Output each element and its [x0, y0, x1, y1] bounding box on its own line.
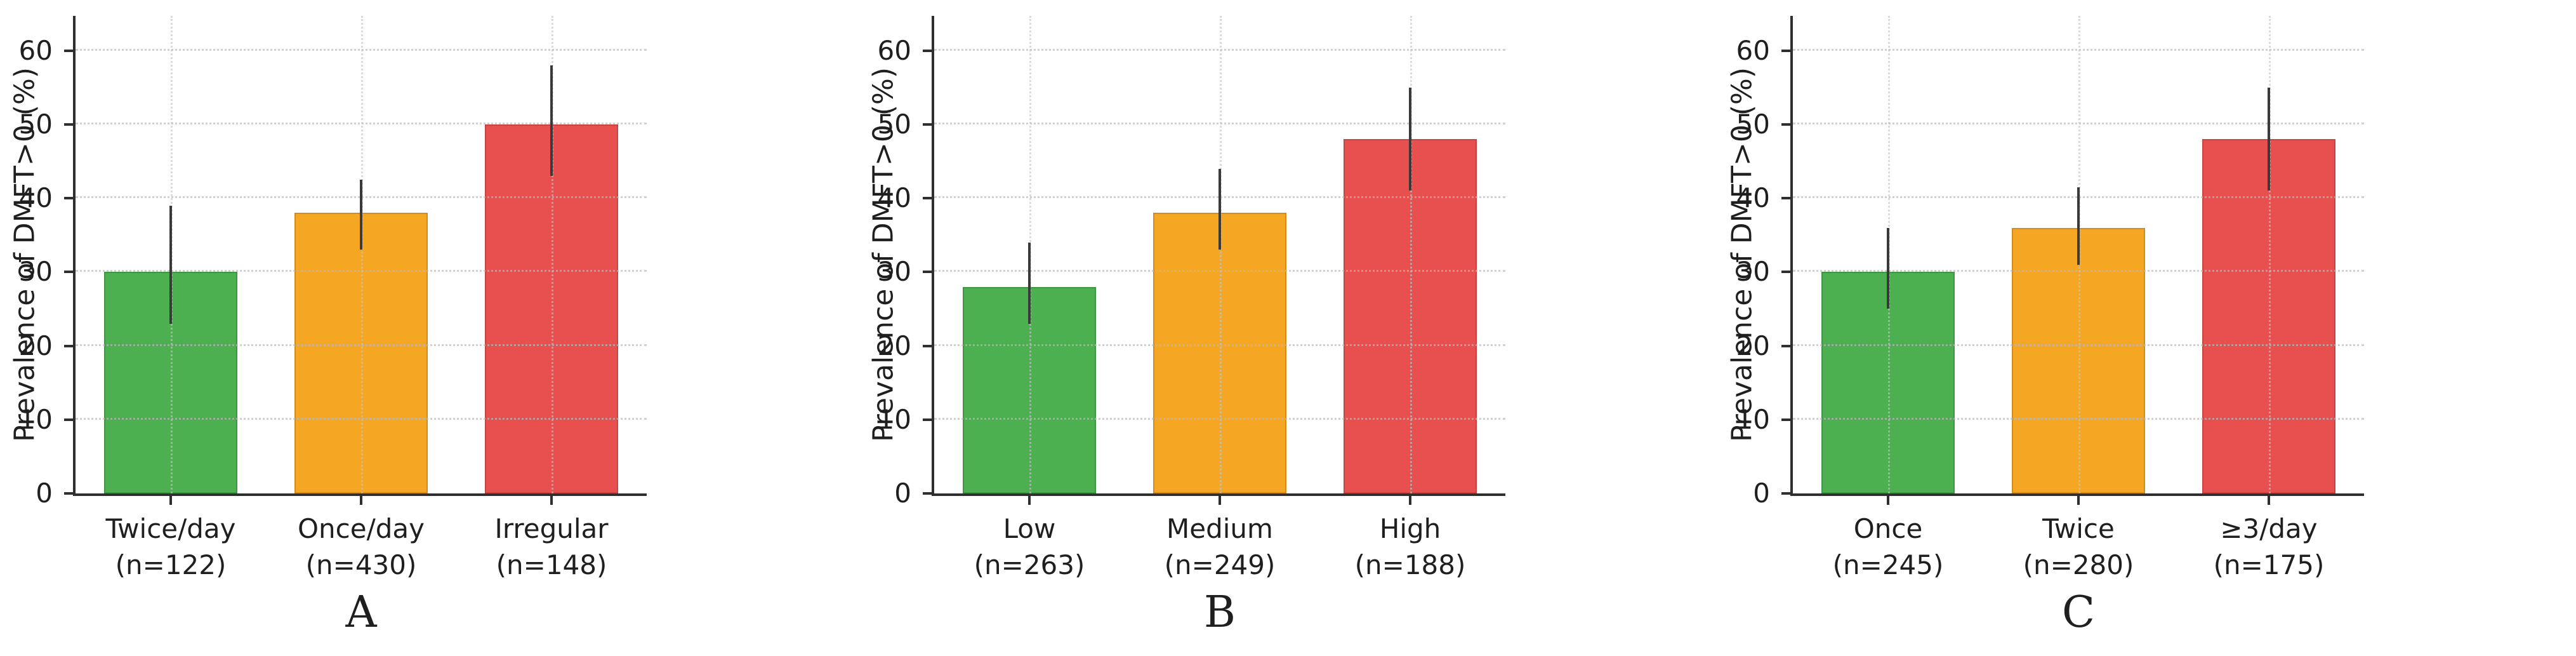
y-tick-label: 60: [18, 34, 53, 66]
x-category-label: Twice (n=280): [2023, 513, 2134, 580]
x-axis-tick: [169, 496, 172, 505]
x-axis-tick: [1887, 496, 1889, 505]
y-tick-label: 20: [18, 330, 53, 361]
x-category-label: Medium (n=249): [1164, 513, 1276, 580]
y-tick-label: 10: [877, 403, 911, 435]
y-tick-label: 30: [1736, 256, 1770, 288]
y-tick-label: 30: [877, 256, 911, 288]
y-axis-tick: [923, 49, 932, 52]
x-category-label: Once/day (n=430): [297, 513, 425, 580]
y-axis-tick: [1781, 344, 1790, 347]
panel-letter-c: C: [2061, 587, 2096, 638]
y-axis-tick: [1781, 49, 1790, 52]
x-category-label: Twice/day (n=122): [105, 513, 236, 580]
error-bar: [1219, 168, 1221, 250]
x-axis-tick: [1219, 496, 1221, 505]
y-tick-label: 10: [18, 403, 53, 435]
x-axis-tick: [1028, 496, 1031, 505]
y-axis-tick: [1781, 418, 1790, 421]
y-axis-tick: [1781, 271, 1790, 274]
y-tick-label: 10: [1736, 403, 1770, 435]
panel-a: Prevalence of DMFT>0 (%) A 0 10 20 30 40 50 60…: [0, 0, 859, 656]
panel-letter-a: A: [345, 587, 377, 638]
error-bar: [2268, 87, 2270, 191]
x-category-label: Irregular (n=148): [494, 513, 609, 580]
x-category-label: Low (n=263): [974, 513, 1085, 580]
error-bar: [360, 180, 362, 250]
y-tick-label: 30: [18, 256, 53, 288]
y-tick-label: 50: [877, 108, 911, 140]
y-axis-tick: [923, 271, 932, 274]
y-axis-tick: [64, 492, 73, 495]
grid-line-vertical: [552, 16, 553, 493]
y-axis-tick: [64, 49, 73, 52]
grid-line-vertical: [2269, 16, 2271, 493]
panel-letter-b: B: [1204, 587, 1236, 638]
y-tick-label: 60: [877, 34, 911, 66]
panel-b: Prevalence of DMFT>0 (%) B 0 10 20 30 40 50 60…: [859, 0, 1717, 656]
x-axis-tick: [550, 496, 553, 505]
error-bar: [1409, 87, 1411, 191]
plot-area-c: Prevalence of DMFT>0 (%) C 0 10 20 30 40 50 60…: [1726, 16, 2364, 638]
y-axis-tick: [64, 418, 73, 421]
y-tick-label: 60: [1736, 34, 1770, 66]
y-axis-tick: [1781, 123, 1790, 126]
y-axis-tick: [64, 271, 73, 274]
y-tick-label: 0: [894, 478, 911, 509]
y-axis-tick: [923, 418, 932, 421]
grid-line-vertical: [1410, 16, 1412, 493]
x-axis-tick: [360, 496, 362, 505]
y-axis-tick: [64, 123, 73, 126]
grid-line-vertical: [361, 16, 363, 493]
y-tick-label: 20: [1736, 330, 1770, 361]
y-tick-label: 40: [18, 182, 53, 214]
y-axis-tick: [923, 492, 932, 495]
y-tick-label: 40: [1736, 182, 1770, 214]
plot-area-a: Prevalence of DMFT>0 (%) A 0 10 20 30 40 50 60…: [9, 16, 647, 638]
y-tick-label: 50: [18, 108, 53, 140]
y-axis-tick: [1781, 197, 1790, 200]
x-axis-tick: [2077, 496, 2080, 505]
x-category-label: Once (n=245): [1832, 513, 1944, 580]
y-tick-label: 0: [1753, 478, 1770, 509]
panel-c: Prevalence of DMFT>0 (%) C 0 10 20 30 40 50 60…: [1717, 0, 2576, 656]
error-bar: [1028, 242, 1031, 324]
error-bar: [1887, 227, 1889, 309]
grid-line-vertical: [1220, 16, 1222, 493]
error-bar: [169, 205, 172, 324]
y-tick-label: 50: [1736, 108, 1770, 140]
y-tick-label: 40: [877, 182, 911, 214]
error-bar: [2077, 187, 2080, 265]
y-axis-tick: [923, 123, 932, 126]
y-tick-label: 20: [877, 330, 911, 361]
x-category-label: ≥3/day (n=175): [2213, 513, 2325, 580]
y-tick-label: 0: [36, 478, 53, 509]
x-category-label: High (n=188): [1354, 513, 1466, 580]
y-axis-tick: [64, 197, 73, 200]
plot-area-b: Prevalence of DMFT>0 (%) B 0 10 20 30 40 50 60…: [868, 16, 1505, 638]
y-axis-tick: [923, 197, 932, 200]
y-axis-tick: [1781, 492, 1790, 495]
x-axis-tick: [2268, 496, 2270, 505]
error-bar: [550, 65, 553, 177]
x-axis-tick: [1409, 496, 1411, 505]
y-axis-tick: [64, 344, 73, 347]
y-axis-tick: [923, 344, 932, 347]
